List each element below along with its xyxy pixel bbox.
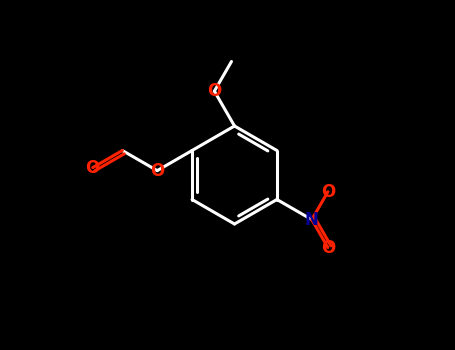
Text: O: O bbox=[150, 162, 164, 180]
Text: O: O bbox=[207, 82, 222, 100]
Text: O: O bbox=[86, 159, 100, 177]
Text: O: O bbox=[321, 238, 335, 257]
Text: O: O bbox=[321, 183, 335, 201]
Text: N: N bbox=[305, 211, 319, 229]
